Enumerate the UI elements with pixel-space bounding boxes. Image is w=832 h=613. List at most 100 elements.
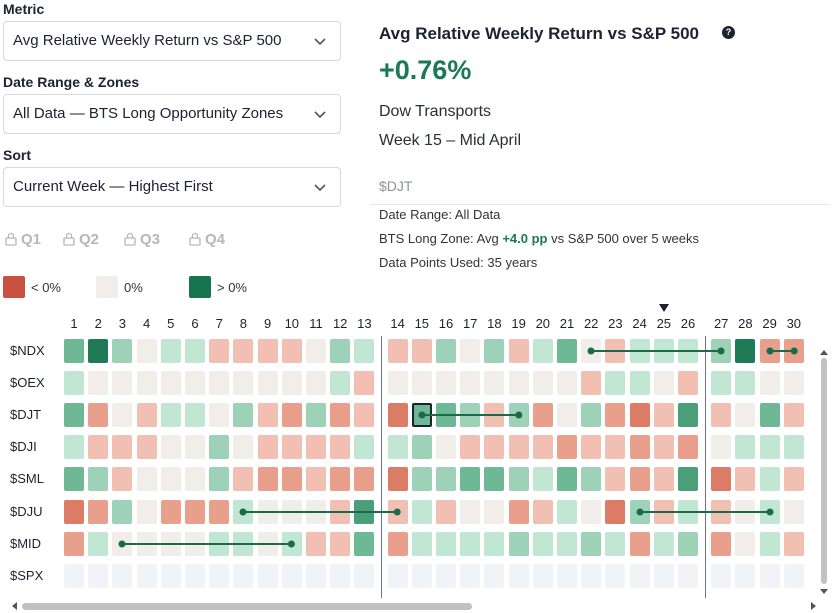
- sort-select[interactable]: Current Week — Highest First: [3, 167, 341, 207]
- heatmap-cell[interactable]: [411, 467, 432, 492]
- heatmap-cell[interactable]: [711, 563, 732, 588]
- heatmap-cell[interactable]: [185, 371, 205, 396]
- heatmap-cell[interactable]: [629, 371, 650, 396]
- heatmap-cell[interactable]: [759, 531, 780, 556]
- heatmap-cell[interactable]: [330, 435, 351, 460]
- heatmap-cell[interactable]: [257, 435, 278, 460]
- heatmap-cell[interactable]: [711, 371, 732, 396]
- heatmap-cell[interactable]: [508, 563, 529, 588]
- heatmap-cell[interactable]: [330, 467, 351, 492]
- heatmap-cell[interactable]: [557, 563, 577, 588]
- heatmap-cell[interactable]: [281, 339, 302, 363]
- heatmap-cell[interactable]: [281, 467, 302, 492]
- heatmap-cell[interactable]: [678, 563, 698, 588]
- opportunity-zone-line[interactable]: [117, 539, 296, 549]
- heatmap-cell[interactable]: [233, 563, 254, 588]
- heatmap-cell[interactable]: [136, 371, 157, 396]
- heatmap-cell[interactable]: [112, 435, 133, 460]
- heatmap-cell[interactable]: [460, 371, 481, 396]
- heatmap-cell[interactable]: [136, 403, 157, 428]
- heatmap-cell[interactable]: [484, 531, 505, 556]
- heatmap-cell[interactable]: [160, 339, 181, 363]
- help-icon[interactable]: ?: [722, 26, 735, 39]
- heatmap-cell[interactable]: [735, 467, 756, 492]
- heatmap-cell[interactable]: [185, 499, 205, 524]
- heatmap-cell[interactable]: [160, 467, 181, 492]
- heatmap-cell[interactable]: [735, 371, 756, 396]
- heatmap-cell[interactable]: [460, 563, 481, 588]
- heatmap-cell[interactable]: [354, 371, 375, 396]
- heatmap-cell[interactable]: [185, 467, 205, 492]
- heatmap-cell[interactable]: [759, 435, 780, 460]
- heatmap-cell[interactable]: [436, 435, 456, 460]
- heatmap-cell[interactable]: [508, 371, 529, 396]
- heatmap-cell[interactable]: [136, 339, 157, 363]
- heatmap-cell[interactable]: [436, 563, 456, 588]
- opportunity-zone-line[interactable]: [417, 410, 524, 420]
- heatmap-cell[interactable]: [64, 403, 84, 428]
- heatmap-cell[interactable]: [759, 563, 780, 588]
- heatmap-cell[interactable]: [88, 371, 109, 396]
- heatmap-cell[interactable]: [411, 435, 432, 460]
- heatmap-cell[interactable]: [678, 403, 698, 428]
- heatmap-cell[interactable]: [678, 531, 698, 556]
- heatmap-cell[interactable]: [605, 435, 626, 460]
- row-label-dji[interactable]: $DJI: [10, 439, 37, 455]
- heatmap-cell[interactable]: [411, 563, 432, 588]
- heatmap-cell[interactable]: [605, 403, 626, 428]
- heatmap-cell[interactable]: [209, 563, 230, 588]
- heatmap-cell[interactable]: [581, 563, 602, 588]
- heatmap-cell[interactable]: [387, 339, 408, 363]
- heatmap-cell[interactable]: [160, 403, 181, 428]
- heatmap-cell[interactable]: [436, 531, 456, 556]
- opportunity-zone-line[interactable]: [635, 507, 775, 517]
- heatmap-cell[interactable]: [629, 531, 650, 556]
- metric-select[interactable]: Avg Relative Weekly Return vs S&P 500: [3, 21, 341, 61]
- heatmap-cell[interactable]: [557, 339, 577, 363]
- heatmap-cell[interactable]: [88, 435, 109, 460]
- heatmap-cell[interactable]: [557, 467, 577, 492]
- heatmap-cell[interactable]: [160, 499, 181, 524]
- heatmap-cell[interactable]: [436, 467, 456, 492]
- heatmap-cell[interactable]: [281, 403, 302, 428]
- heatmap-cell[interactable]: [653, 371, 674, 396]
- heatmap-cell[interactable]: [735, 403, 756, 428]
- heatmap-cell[interactable]: [64, 499, 84, 524]
- heatmap-cell[interactable]: [460, 467, 481, 492]
- heatmap-cell[interactable]: [233, 371, 254, 396]
- heatmap-cell[interactable]: [387, 403, 408, 428]
- row-label-spx[interactable]: $SPX: [10, 567, 44, 583]
- heatmap-cell[interactable]: [209, 403, 230, 428]
- heatmap-cell[interactable]: [460, 499, 481, 524]
- heatmap-cell[interactable]: [64, 435, 84, 460]
- heatmap-cell[interactable]: [88, 467, 109, 492]
- heatmap-cell[interactable]: [581, 371, 602, 396]
- heatmap-cell[interactable]: [508, 499, 529, 524]
- heatmap-cell[interactable]: [653, 531, 674, 556]
- heatmap-cell[interactable]: [257, 467, 278, 492]
- heatmap-cell[interactable]: [112, 403, 133, 428]
- heatmap-cell[interactable]: [64, 563, 84, 588]
- heatmap-cell[interactable]: [233, 339, 254, 363]
- heatmap-cell[interactable]: [112, 467, 133, 492]
- heatmap-cell[interactable]: [759, 371, 780, 396]
- heatmap-cell[interactable]: [257, 563, 278, 588]
- heatmap-cell[interactable]: [112, 371, 133, 396]
- heatmap-cell[interactable]: [557, 435, 577, 460]
- heatmap-cell[interactable]: [508, 531, 529, 556]
- heatmap-cell[interactable]: [281, 563, 302, 588]
- heatmap-cell[interactable]: [508, 339, 529, 363]
- heatmap-cell[interactable]: [484, 563, 505, 588]
- heatmap-cell[interactable]: [629, 467, 650, 492]
- heatmap-cell[interactable]: [354, 531, 375, 556]
- heatmap-cell[interactable]: [783, 499, 804, 524]
- heatmap-cell[interactable]: [209, 371, 230, 396]
- heatmap-cell[interactable]: [257, 403, 278, 428]
- heatmap-cell[interactable]: [484, 435, 505, 460]
- heatmap-cell[interactable]: [136, 435, 157, 460]
- heatmap-cell[interactable]: [185, 435, 205, 460]
- heatmap-cell[interactable]: [532, 371, 553, 396]
- heatmap-cell[interactable]: [653, 403, 674, 428]
- heatmap-cell[interactable]: [484, 339, 505, 363]
- date-range-select[interactable]: All Data — BTS Long Opportunity Zones: [3, 94, 341, 134]
